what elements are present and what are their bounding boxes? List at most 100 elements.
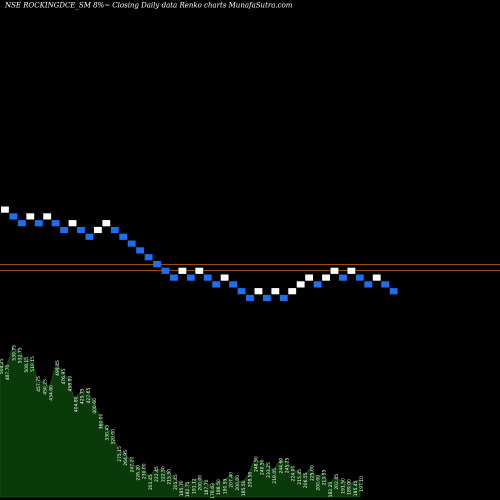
- area-value-label: 320.00: [111, 429, 117, 445]
- down-brick: [262, 294, 271, 302]
- down-brick: [389, 288, 398, 295]
- area-value-label: 425.75: [80, 388, 86, 404]
- up-brick: [220, 274, 229, 281]
- up-brick: [1, 206, 9, 213]
- area-value-label: 244.60: [278, 458, 284, 474]
- down-brick: [144, 254, 153, 261]
- down-brick: [51, 220, 60, 227]
- reference-lines: [0, 264, 500, 271]
- up-brick: [305, 274, 314, 281]
- area-value-label: 218.05: [272, 468, 278, 484]
- area-value-label: 202.45: [334, 474, 340, 490]
- down-brick: [237, 288, 246, 295]
- up-brick: [195, 267, 204, 274]
- area-value-label: 247.20: [129, 457, 135, 473]
- area-value-label: 190.55: [222, 478, 228, 494]
- up-brick: [322, 274, 330, 281]
- down-brick: [34, 220, 43, 227]
- up-brick: [347, 267, 356, 274]
- up-brick: [372, 274, 381, 281]
- area-value-label: 532.75: [18, 347, 24, 363]
- area-value-label: 215.50: [167, 469, 173, 485]
- area-value-label: 197.10: [359, 476, 365, 492]
- volume-area: [0, 347, 361, 498]
- down-brick: [119, 233, 128, 240]
- down-brick: [186, 274, 195, 281]
- area-value-label: 200.00: [235, 475, 241, 491]
- area-value-label: 434.60: [49, 385, 55, 401]
- down-brick: [246, 294, 254, 302]
- area-value-label: 185.45: [353, 480, 359, 496]
- area-value-label: 233.25: [266, 462, 272, 478]
- down-brick: [110, 226, 119, 234]
- area-value-label: 230.00: [142, 463, 148, 479]
- down-brick: [17, 220, 26, 227]
- down-brick: [279, 294, 288, 302]
- area-value-label: 450.25: [42, 379, 48, 395]
- area-value-label: 275.15: [117, 446, 123, 462]
- down-brick: [153, 260, 161, 268]
- area-value-label: 182.75: [185, 481, 191, 497]
- area-value-label: 240.50: [260, 459, 266, 475]
- chart-title: NSE ROCKINGDCE_SM 8%~ Closing Daily data…: [4, 2, 293, 10]
- area-value-label: 222.50: [160, 466, 166, 482]
- up-brick: [26, 213, 35, 220]
- area-value-label: 539.75: [11, 345, 17, 361]
- area-value-label: 245.25: [285, 457, 291, 473]
- area-value-label: 457.75: [36, 376, 42, 392]
- down-brick: [85, 233, 94, 240]
- down-brick: [229, 281, 237, 288]
- area-value-label: 476.95: [61, 369, 67, 385]
- area-value-label: 201.45: [148, 474, 154, 490]
- area-value-label: 206.55: [303, 472, 309, 488]
- area-value-label: 207.40: [229, 472, 235, 488]
- area-series: [0, 347, 361, 498]
- area-value-label: 508.15: [24, 357, 30, 373]
- area-value-label: 200.00: [316, 475, 322, 491]
- up-brick: [296, 281, 305, 288]
- area-value-label: 504.25: [0, 358, 5, 374]
- area-value-label: 189.00: [347, 479, 353, 495]
- area-value-label: 400.60: [92, 398, 98, 414]
- area-value-label: 222.45: [154, 466, 160, 482]
- area-value-label: 225.00: [309, 465, 315, 481]
- area-value-label: 200.00: [198, 475, 204, 491]
- down-brick: [355, 274, 364, 281]
- down-brick: [77, 226, 85, 234]
- down-brick: [313, 281, 322, 288]
- area-value-label: 224.00: [291, 466, 297, 482]
- area-value-label: 185.70: [179, 480, 185, 496]
- down-brick: [203, 274, 212, 281]
- up-brick: [178, 267, 187, 274]
- area-value-label: 458.80: [67, 376, 73, 392]
- up-brick: [254, 288, 263, 295]
- down-brick: [9, 213, 18, 220]
- down-brick: [60, 226, 68, 234]
- down-brick: [161, 267, 170, 274]
- area-value-label: 182.20: [328, 482, 334, 498]
- up-brick: [288, 288, 297, 295]
- area-value-label: 213.55: [322, 470, 328, 486]
- area-value-label: 248.50: [253, 456, 259, 472]
- up-brick: [330, 267, 339, 274]
- down-brick: [170, 274, 178, 281]
- up-brick: [102, 220, 111, 227]
- area-value-label: 499.45: [55, 360, 61, 376]
- area-value-label: 487.70: [5, 365, 11, 381]
- area-value-label: 427.65: [86, 388, 92, 404]
- area-value-label: 178.63: [210, 483, 216, 499]
- down-brick: [127, 240, 136, 247]
- up-brick: [43, 213, 52, 220]
- renko-bricks: [1, 206, 398, 302]
- area-value-label: 404.80: [73, 396, 79, 412]
- area-value-label: 191.12: [191, 478, 197, 494]
- area-value-label: 264.95: [123, 450, 129, 466]
- area-value-label: 208.50: [247, 471, 253, 487]
- down-brick: [339, 274, 347, 281]
- area-value-label: 510.15: [30, 356, 36, 372]
- area-value-label: 226.20: [136, 465, 142, 481]
- up-brick: [68, 220, 77, 227]
- down-brick: [381, 281, 390, 288]
